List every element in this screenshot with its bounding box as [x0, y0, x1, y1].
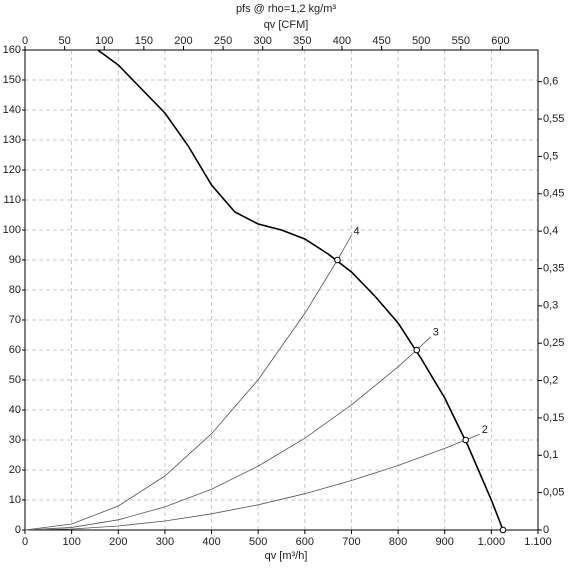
- x2-tick-label: 550: [452, 35, 470, 47]
- operating-point: [462, 436, 470, 444]
- y-tick-label: 150: [3, 74, 21, 86]
- x-tick-label: 500: [249, 536, 267, 548]
- x-tick-label: 100: [62, 536, 80, 548]
- y2-tick-label: 0,15: [543, 412, 564, 424]
- system-curve: [24, 235, 352, 531]
- y-tick-label: 60: [9, 344, 21, 356]
- x-tick-label: 800: [389, 536, 407, 548]
- y-tick-label: 160: [3, 44, 21, 56]
- y-tick-label: 90: [9, 254, 21, 266]
- y-tick-label: 110: [3, 194, 21, 206]
- operating-point: [334, 256, 341, 264]
- y2-tick-label: 0,35: [543, 262, 564, 274]
- operating-point: [413, 346, 421, 354]
- x2-tick-label: 300: [254, 35, 272, 47]
- y-tick-label: 0: [15, 524, 21, 536]
- y2-tick-label: 0,3: [543, 300, 558, 312]
- x2-tick-label: 150: [135, 35, 153, 47]
- x-tick-label: 400: [202, 536, 220, 548]
- x2-tick-label: 500: [412, 35, 430, 47]
- x-tick-label: 600: [296, 536, 314, 548]
- x-tick-label: 200: [109, 536, 127, 548]
- y2-tick-label: 0,05: [543, 487, 564, 499]
- y2-tick-label: 0: [543, 524, 549, 536]
- x2-tick-label: 50: [58, 35, 70, 47]
- x-tick-label: 300: [156, 536, 174, 548]
- x2-tick-label: 350: [293, 35, 311, 47]
- system-curve: [24, 336, 432, 531]
- x-tick-label: 0: [22, 536, 28, 548]
- x2-tick-label: 0: [22, 35, 28, 47]
- y2-tick-label: 0,45: [543, 188, 564, 200]
- y-tick-label: 100: [3, 224, 21, 236]
- y-tick-label: 40: [9, 404, 21, 416]
- x2-tick-label: 100: [95, 35, 113, 47]
- curve-label: 4: [353, 225, 359, 237]
- x-axis-label: qv [m³/h]: [265, 550, 308, 562]
- x2-tick-label: 450: [372, 35, 390, 47]
- y-tick-label: 30: [9, 434, 21, 446]
- x-tick-label: 1.100: [524, 536, 552, 548]
- x2-tick-label: 600: [491, 35, 509, 47]
- y2-tick-label: 0,6: [543, 76, 558, 88]
- x-tick-label: 1.000: [478, 536, 506, 548]
- curve-label: 3: [433, 327, 439, 339]
- y-tick-label: 80: [9, 284, 21, 296]
- y2-tick-label: 0,55: [543, 113, 564, 125]
- x-tick-label: 700: [342, 536, 360, 548]
- y2-tick-label: 0,4: [543, 225, 558, 237]
- y2-tick-label: 0,5: [543, 150, 558, 162]
- y-tick-label: 10: [9, 494, 21, 506]
- y2-tick-label: 0,1: [543, 449, 558, 461]
- x2-tick-label: 200: [174, 35, 192, 47]
- fan-curve: [97, 49, 504, 531]
- y-tick-label: 20: [9, 464, 21, 476]
- y-tick-label: 120: [3, 164, 21, 176]
- y-tick-label: 70: [9, 314, 21, 326]
- y-tick-label: 50: [9, 374, 21, 386]
- x2-tick-label: 400: [333, 35, 351, 47]
- curve-label: 2: [482, 424, 488, 436]
- y2-tick-label: 0,2: [543, 374, 558, 386]
- y2-tick-label: 0,25: [543, 337, 564, 349]
- operating-point: [499, 526, 507, 534]
- chart-title: pfs @ rho=1,2 kg/m³: [236, 3, 336, 15]
- x-tick-label: 900: [436, 536, 454, 548]
- x2-tick-label: 250: [214, 35, 232, 47]
- x2-axis-label: qv [CFM]: [264, 19, 309, 31]
- plot-frame: [24, 49, 539, 531]
- y-tick-label: 140: [3, 104, 21, 116]
- system-curve: [24, 433, 480, 531]
- y-tick-label: 130: [3, 134, 21, 146]
